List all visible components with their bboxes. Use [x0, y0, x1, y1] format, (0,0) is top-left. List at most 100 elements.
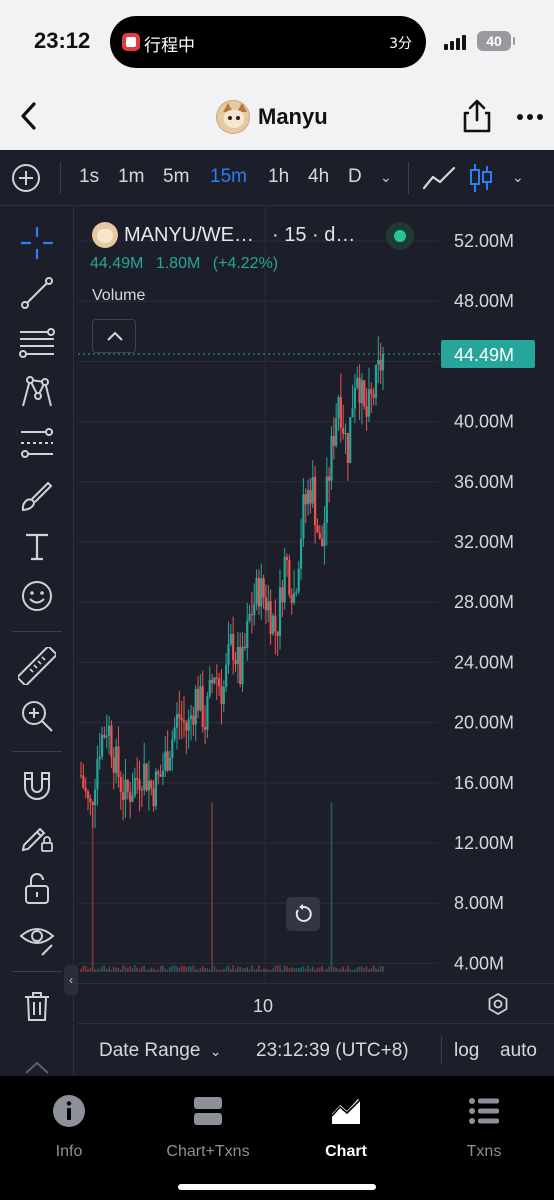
auto-scale-toggle[interactable]: auto	[500, 1040, 537, 1061]
candle-body	[136, 778, 139, 780]
volume-bar	[148, 969, 150, 972]
drawing-tools	[0, 207, 74, 1076]
chevron-up-icon	[107, 331, 123, 341]
y-axis-tick-label: 8.00M	[454, 893, 504, 913]
interval-1s[interactable]: 1s	[79, 166, 100, 187]
emoji-tool-icon[interactable]	[18, 577, 56, 615]
y-axis-tick-label: 4.00M	[454, 953, 504, 973]
candle-body	[150, 780, 153, 789]
candle-body	[264, 597, 268, 611]
dynamic-island[interactable]: 行程中 3分	[110, 16, 426, 68]
volume-bar	[330, 802, 333, 972]
volume-bar	[241, 968, 244, 972]
candle-body	[124, 779, 127, 800]
candle-body	[185, 722, 188, 731]
volume-bar	[328, 966, 330, 972]
chart-type-dropdown-icon[interactable]: ⌄	[512, 169, 524, 185]
volume-bar	[176, 966, 178, 972]
symbol-header[interactable]: MANYU/WE… · 15 · d…	[92, 221, 355, 249]
more-menu-icon[interactable]	[514, 114, 546, 122]
interval-4h[interactable]: 4h	[308, 166, 330, 187]
candle-body	[140, 789, 143, 791]
candle-body	[110, 725, 113, 758]
interval-5m[interactable]: 5m	[163, 166, 190, 187]
range-bar: Date Range ⌄ 23:12:39 (UTC+8) log auto	[78, 1023, 554, 1076]
status-bar: 23:12 行程中 3分 40	[0, 0, 554, 84]
volume-bar	[138, 968, 141, 972]
volume-bar	[178, 967, 181, 972]
brush-icon[interactable]	[18, 476, 56, 514]
candle-body	[260, 578, 263, 607]
fib-retracement-icon[interactable]	[18, 324, 56, 362]
volume-bar	[218, 969, 220, 972]
bottom-tab-bar: Info Chart+Txns Chart Txns	[0, 1076, 554, 1200]
tab-chart[interactable]: Chart	[291, 1094, 401, 1161]
chart-settings-icon[interactable]	[486, 992, 510, 1016]
candle-body	[145, 763, 148, 791]
share-icon[interactable]	[460, 98, 494, 134]
lock-drawings-icon[interactable]	[18, 817, 56, 855]
collapse-legend-button[interactable]	[92, 319, 136, 353]
volume-bar	[358, 966, 361, 972]
interval-15m[interactable]: 15m	[210, 166, 247, 187]
volume-bar	[117, 967, 120, 972]
volume-bar	[300, 967, 302, 972]
timezone-clock[interactable]: 23:12:39 (UTC+8)	[256, 1040, 409, 1061]
crosshair-icon[interactable]	[18, 224, 56, 262]
trash-icon[interactable]	[18, 987, 56, 1025]
candle-body	[96, 759, 99, 790]
back-chevron-icon[interactable]	[14, 98, 44, 134]
tab-txns[interactable]: Txns	[429, 1094, 539, 1161]
volume-bar	[87, 968, 89, 972]
island-eta: 3分	[389, 36, 412, 52]
unlock-icon[interactable]	[18, 869, 56, 907]
visibility-icon[interactable]	[18, 919, 56, 957]
volume-bar	[227, 965, 230, 972]
toolbar-collapse-handle[interactable]: ‹	[64, 965, 78, 995]
line-chart-type-icon[interactable]	[422, 164, 456, 192]
forecast-tool-icon[interactable]	[18, 424, 56, 462]
candle-body	[154, 771, 158, 807]
candle-body	[126, 779, 129, 792]
candle-body	[328, 476, 331, 481]
time-axis: 10	[78, 983, 554, 1023]
candle-body	[267, 601, 270, 611]
volume-bar	[248, 969, 251, 972]
volume-bar	[164, 968, 167, 972]
text-tool-icon[interactable]	[18, 527, 56, 565]
volume-bar	[108, 966, 110, 972]
zoom-in-icon[interactable]	[18, 697, 56, 735]
tab-chart-txns[interactable]: Chart+Txns	[153, 1094, 263, 1161]
volume-bar	[295, 968, 298, 972]
ruler-icon[interactable]	[18, 647, 56, 685]
interval-d[interactable]: D	[348, 166, 362, 187]
interval-dropdown-icon[interactable]: ⌄	[380, 169, 392, 185]
tab-info[interactable]: Info	[14, 1094, 124, 1161]
volume-bar	[302, 966, 305, 972]
symbol-avatar	[92, 222, 118, 248]
candle-body	[367, 389, 371, 417]
candle-body	[225, 664, 228, 687]
add-indicator-icon[interactable]	[12, 164, 40, 192]
candle-body	[199, 686, 202, 711]
volume-bar	[321, 966, 323, 972]
date-range-button[interactable]: Date Range ⌄	[99, 1040, 221, 1062]
price-chart[interactable]: 52.00M48.00M44.00M40.00M36.00M32.00M28.0…	[64, 207, 554, 995]
log-scale-toggle[interactable]: log	[454, 1040, 480, 1061]
reset-chart-button[interactable]	[286, 897, 320, 931]
candle-body	[213, 677, 216, 684]
candle-body	[117, 746, 120, 777]
pattern-tool-icon[interactable]	[18, 374, 56, 412]
volume-bar	[134, 965, 136, 972]
candle-body	[203, 727, 207, 730]
trend-line-icon[interactable]	[18, 274, 56, 312]
volume-bar	[237, 966, 239, 972]
candle-body	[187, 719, 190, 731]
candlestick-type-icon[interactable]	[468, 162, 494, 194]
interval-1m[interactable]: 1m	[118, 166, 145, 187]
candle-body	[98, 756, 101, 760]
more-tools-chevron-icon[interactable]	[18, 1053, 56, 1075]
y-axis-tick-label: 52.00M	[454, 231, 514, 251]
interval-1h[interactable]: 1h	[268, 166, 290, 187]
magnet-icon[interactable]	[18, 767, 56, 805]
